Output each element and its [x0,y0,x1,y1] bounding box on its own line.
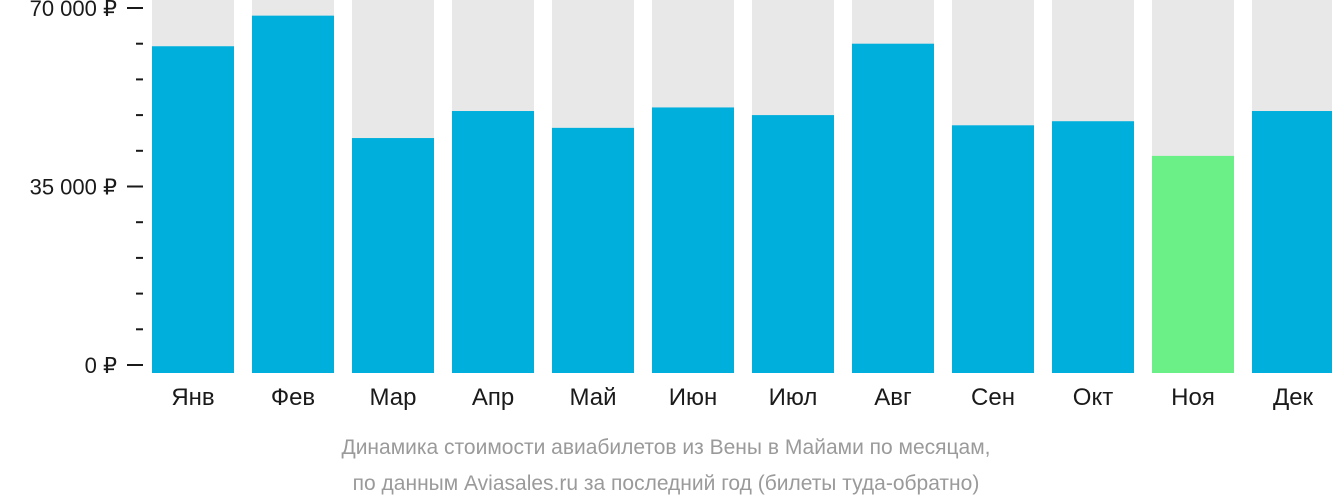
x-tick-label: Май [569,384,616,411]
x-tick-label: Июл [769,384,818,411]
bar-10 [1052,121,1134,373]
bar-8 [852,43,934,373]
y-axis: 0 ₽ 35 000 ₽ 70 000 ₽ [30,0,143,378]
chart-caption-line-1: Динамика стоимости авиабилетов из Вены в… [341,436,991,459]
x-tick-label: Мар [370,384,417,411]
bar-2 [252,15,334,374]
bar-5 [552,127,634,373]
x-tick-label: Сен [971,384,1015,411]
bar-11 [1152,155,1234,373]
y-tick-label: 70 000 ₽ [30,0,117,21]
y-tick-label: 35 000 ₽ [30,175,117,200]
chart-caption-line-2: по данным Aviasales.ru за последний год … [352,472,980,495]
bar-7 [752,115,834,373]
bar-12 [1252,111,1332,374]
x-tick-label: Окт [1073,384,1113,411]
y-tick-label: 0 ₽ [85,353,117,378]
bar-6 [652,107,734,373]
bars [152,15,1332,374]
x-tick-label: Апр [472,384,514,411]
x-tick-label: Авг [874,384,912,411]
x-axis-labels: Янв Фев Мар Апр Май Июн Июл Авг Сен Окт Ноя Дек [171,384,1313,411]
x-tick-label: Фев [271,384,315,411]
bar-9 [952,125,1034,373]
bar-1 [152,46,234,373]
x-tick-label: Дек [1273,384,1314,411]
x-tick-label: Июн [669,384,718,411]
x-tick-label: Ноя [1171,384,1215,411]
bar-3 [352,138,434,373]
bar-4 [452,111,534,374]
x-tick-label: Янв [171,384,214,411]
